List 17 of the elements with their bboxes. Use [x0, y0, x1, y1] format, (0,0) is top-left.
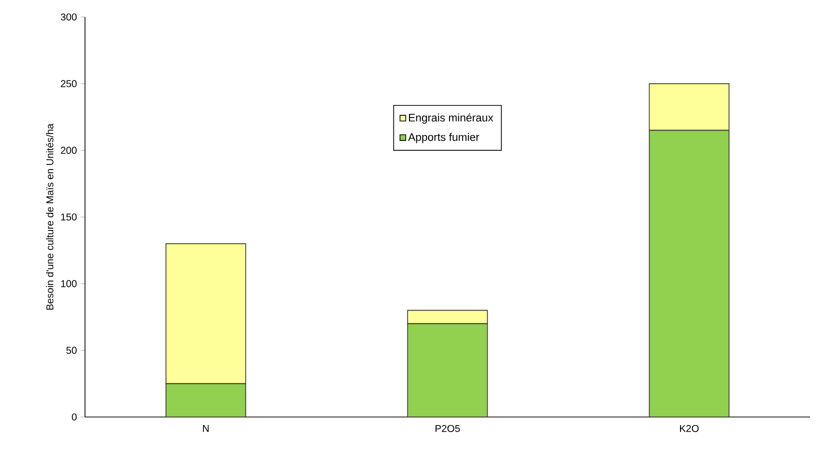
bar — [407, 323, 488, 417]
x-tick-label: N — [203, 424, 209, 432]
y-tick-label: 150 — [61, 213, 77, 221]
y-tick-label: 100 — [61, 280, 77, 288]
legend-label: Engrais minéraux — [409, 113, 494, 124]
legend-label: Apports fumier — [408, 132, 480, 144]
x-tick-label: K2O — [680, 424, 699, 432]
y-tick-label: 0 — [72, 413, 77, 421]
bar — [166, 383, 246, 417]
y-tick-label: 50 — [66, 346, 77, 354]
bar — [648, 130, 730, 417]
bar — [407, 310, 488, 324]
x-tick-label: P2O5 — [436, 424, 460, 432]
y-tick-label: 200 — [60, 146, 77, 154]
y-tick-label: 300 — [60, 13, 77, 21]
y-axis-title: Besoin d'une culture de Maïs en Unités/ha — [46, 124, 54, 310]
y-tick-label: 250 — [60, 80, 77, 88]
